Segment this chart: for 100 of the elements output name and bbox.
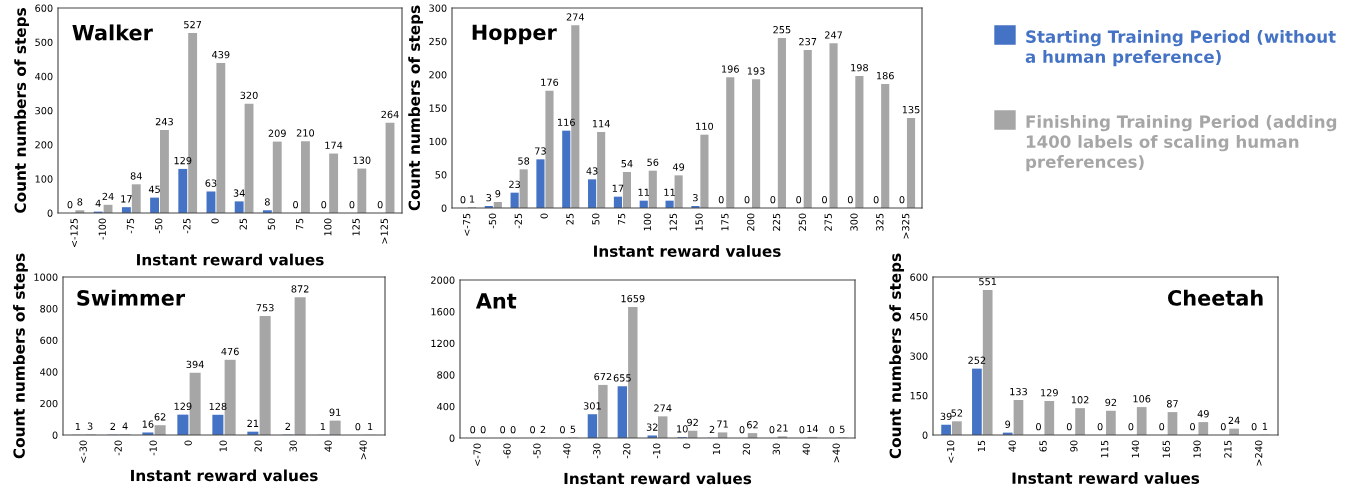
x-tick-label: 275 <box>824 213 832 231</box>
y-tick-label: 0 <box>922 431 928 439</box>
data-label: 186 <box>876 71 894 80</box>
x-tick-label: 40 <box>802 443 810 455</box>
y-tick-label: 500 <box>35 38 53 46</box>
y-tick-label: 150 <box>910 391 928 400</box>
data-label: 11 <box>638 188 650 196</box>
data-label: 301 <box>583 402 601 410</box>
data-label: 8 <box>264 198 270 206</box>
data-label: 0 <box>67 200 73 209</box>
x-tick-label: 40 <box>324 440 332 452</box>
x-tick-label: 325 <box>876 213 884 231</box>
data-label: 9 <box>1005 420 1011 428</box>
data-label: 0 <box>1036 422 1041 431</box>
data-label: 1 <box>469 195 475 203</box>
data-label: 0 <box>1128 422 1134 431</box>
data-label: 129 <box>174 402 192 410</box>
chart-title: Swimmer <box>77 289 186 306</box>
x-tick-label: 10 <box>712 443 721 455</box>
data-label: 0 <box>560 425 565 434</box>
y-tick-label: 300 <box>35 106 53 115</box>
data-label: 5 <box>839 425 845 433</box>
data-label: 2 <box>110 422 115 430</box>
data-label: 0 <box>1251 422 1257 431</box>
text: Ant <box>475 293 517 309</box>
data-label: 198 <box>851 63 868 72</box>
data-label: 255 <box>773 25 791 34</box>
x-tick-label: -10 <box>652 443 661 459</box>
y-tick-label: 2000 <box>431 276 455 284</box>
data-label: 0 <box>1190 422 1195 431</box>
x-tick-label: >125 <box>380 218 388 244</box>
data-label: 0 <box>769 425 775 434</box>
data-label: 0 <box>480 425 486 434</box>
data-label: 1 <box>320 422 326 431</box>
data-label: 0 <box>500 425 506 434</box>
data-label: 135 <box>902 105 920 114</box>
legend-label: Starting Training Period (without a human preference) <box>1025 30 1336 67</box>
data-label: 1659 <box>621 294 645 303</box>
x-axis-title: Instant reward values <box>131 469 318 482</box>
x-tick-label: 75 <box>618 213 626 225</box>
data-label: 753 <box>256 304 274 312</box>
data-label: 0 <box>1066 422 1072 431</box>
x-tick-label: 30 <box>289 440 297 452</box>
data-label: 110 <box>696 122 714 131</box>
data-label: 3 <box>87 422 93 430</box>
data-label: 133 <box>1010 387 1027 396</box>
x-tick-label: 140 <box>1131 440 1140 458</box>
data-label: 23 <box>509 180 521 189</box>
x-tick-label: -50 <box>533 443 541 459</box>
x-tick-label: 0 <box>211 218 219 224</box>
data-label: 21 <box>247 419 259 427</box>
x-tick-label: 115 <box>1101 440 1109 458</box>
data-label: 58 <box>518 157 530 165</box>
data-label: 14 <box>807 425 818 433</box>
data-label: 0 <box>470 425 476 434</box>
x-tick-label: -25 <box>183 218 191 234</box>
data-label: 872 <box>291 285 309 293</box>
y-axis-title: Count numbers of steps <box>13 253 28 459</box>
data-label: 49 <box>1197 410 1209 418</box>
x-tick-label: 215 <box>1224 440 1232 458</box>
data-label: 63 <box>205 179 217 187</box>
x-axis-title: Instant reward values <box>137 253 324 266</box>
data-label: 102 <box>1071 396 1089 404</box>
data-label: 0 <box>799 425 805 434</box>
data-label: 56 <box>647 158 659 167</box>
data-label: 527 <box>184 20 202 29</box>
x-tick-label: >240 <box>1254 440 1263 466</box>
data-label: 92 <box>687 418 698 427</box>
x-tick-label: 65 <box>1039 440 1047 452</box>
data-label: 130 <box>353 156 371 164</box>
x-tick-label: -30 <box>593 443 601 459</box>
data-label: 264 <box>381 110 399 119</box>
x-tick-label: -60 <box>503 443 511 459</box>
y-tick-label: 50 <box>435 171 447 179</box>
x-tick-label: 125 <box>352 218 360 236</box>
data-label: 2 <box>285 422 290 430</box>
x-tick-label: 100 <box>324 218 332 236</box>
y-tick-label: 800 <box>40 305 58 313</box>
y-tick-label: 100 <box>429 137 447 146</box>
data-label: 8 <box>77 198 83 206</box>
y-tick-label: 400 <box>35 72 53 81</box>
data-label: 2 <box>709 425 715 434</box>
x-tick-label: 25 <box>239 218 247 230</box>
data-label: 114 <box>592 120 610 128</box>
data-label: 4 <box>122 422 128 430</box>
y-tick-label: 1200 <box>431 339 455 348</box>
text: Walker <box>72 24 153 41</box>
data-label: 9 <box>495 189 501 198</box>
data-label: 0 <box>377 200 383 209</box>
y-tick-label: 200 <box>429 71 447 79</box>
data-label: 0 <box>1097 422 1103 431</box>
x-tick-label: 300 <box>850 213 858 231</box>
data-label: 174 <box>325 141 343 149</box>
x-tick-label: 225 <box>772 213 781 231</box>
x-tick-label: -20 <box>623 443 631 459</box>
data-label: 128 <box>209 402 227 411</box>
x-axis-title: Instant reward values <box>594 245 781 257</box>
data-label: 106 <box>1133 395 1151 403</box>
data-label: 0 <box>822 195 827 204</box>
data-label: 62 <box>154 413 166 421</box>
